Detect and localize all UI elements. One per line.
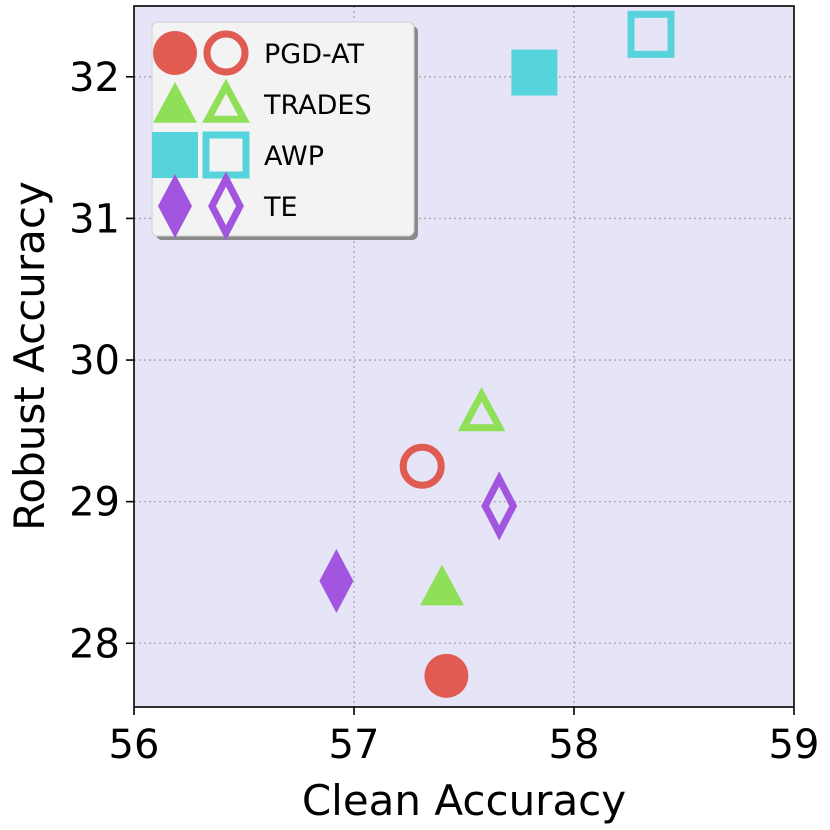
x-tick-label: 56 [109, 722, 160, 768]
x-axis-ticks: 56 57 58 59 [109, 707, 820, 768]
legend-te-hollow-marker [208, 171, 244, 241]
legend-awp-filled-marker [152, 132, 198, 178]
plot-frame [133, 5, 795, 708]
y-tick-label: 30 [69, 338, 120, 384]
legend-trades-hollow-marker [202, 78, 250, 123]
x-axis-label: Clean Accuracy [302, 776, 626, 825]
y-axis-ticks: 28 29 30 31 32 [69, 55, 134, 667]
trades-point-hollow [457, 387, 506, 432]
legend-label-te: TE [263, 192, 298, 223]
legend-label-trades: TRADES [263, 90, 372, 121]
pgd-at-point-hollow [399, 443, 445, 489]
data-points [319, 10, 675, 698]
awp-point-hollow [627, 10, 675, 58]
legend-label-awp: AWP [264, 141, 324, 172]
y-tick-label: 31 [69, 196, 120, 242]
legend-te-filled-marker [158, 174, 192, 238]
te-point-hollow [481, 471, 518, 541]
legend: PGD-AT TRADES AWP TE [151, 21, 418, 241]
awp-point-filled [511, 49, 558, 96]
legend-pgd-at-hollow-marker [203, 30, 249, 76]
x-tick-label: 57 [329, 722, 380, 768]
legend-label-pgd-at: PGD-AT [264, 39, 365, 70]
trades-point-filled [420, 564, 464, 606]
x-tick-label: 58 [549, 722, 600, 768]
legend-pgd-at-filled-marker [153, 31, 197, 75]
legend-box [151, 21, 415, 237]
y-tick-label: 32 [69, 55, 120, 101]
pgd-at-point-filled [424, 653, 469, 698]
y-axis-label: Robust Accuracy [5, 181, 54, 531]
te-point-filled [319, 548, 354, 613]
y-tick-label: 28 [69, 621, 120, 667]
y-tick-label: 29 [69, 480, 120, 526]
x-tick-label: 59 [769, 722, 820, 768]
legend-trades-filled-marker [153, 82, 197, 123]
